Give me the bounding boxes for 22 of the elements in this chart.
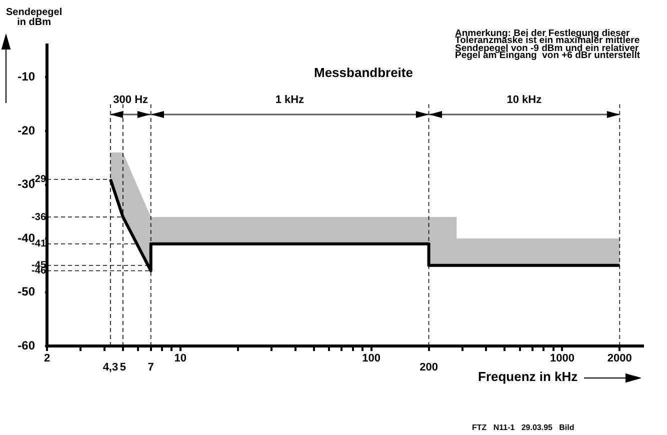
x-tick-label: 1000 bbox=[550, 352, 574, 365]
y-tick-label: -50 bbox=[18, 284, 36, 299]
ref-line-label: 7 bbox=[148, 362, 154, 374]
y-tick-label: -10 bbox=[18, 70, 36, 84]
ref-line-label: 200 bbox=[420, 362, 438, 374]
ref-line-label: 5 bbox=[120, 362, 126, 374]
ref-line-label: 4,3 bbox=[102, 362, 118, 374]
text: FTZ N11-1 29.03.95 Bild bbox=[472, 423, 574, 432]
y-tick-label: -20 bbox=[18, 123, 36, 138]
x-tick-label: 10 bbox=[174, 352, 187, 365]
annotation: 10 kHz bbox=[506, 94, 542, 106]
x-tick-label: 2000 bbox=[607, 352, 632, 365]
y-axis-title: Sendepegel in dBm bbox=[6, 7, 62, 28]
x-tick-label: 100 bbox=[362, 352, 380, 365]
x-tick-label: 2 bbox=[44, 352, 50, 365]
annotation: Anmerkung: Bei der Festlegung dieser Toleranzmaske ist ein maximaler mittlere Sendepegel von -9 dBm und ein relativer Pegel am Eingang von +6 dBr unterstellt bbox=[455, 28, 640, 62]
y-tick-label: -60 bbox=[18, 338, 36, 352]
annotation: 1 kHz bbox=[275, 94, 304, 106]
annotation: 300 Hz bbox=[113, 94, 148, 106]
x-axis-title: Frequenz in kHz bbox=[478, 369, 578, 384]
ref-line-label: -36 bbox=[32, 212, 46, 223]
annotation: Messbandbreite bbox=[314, 65, 413, 80]
